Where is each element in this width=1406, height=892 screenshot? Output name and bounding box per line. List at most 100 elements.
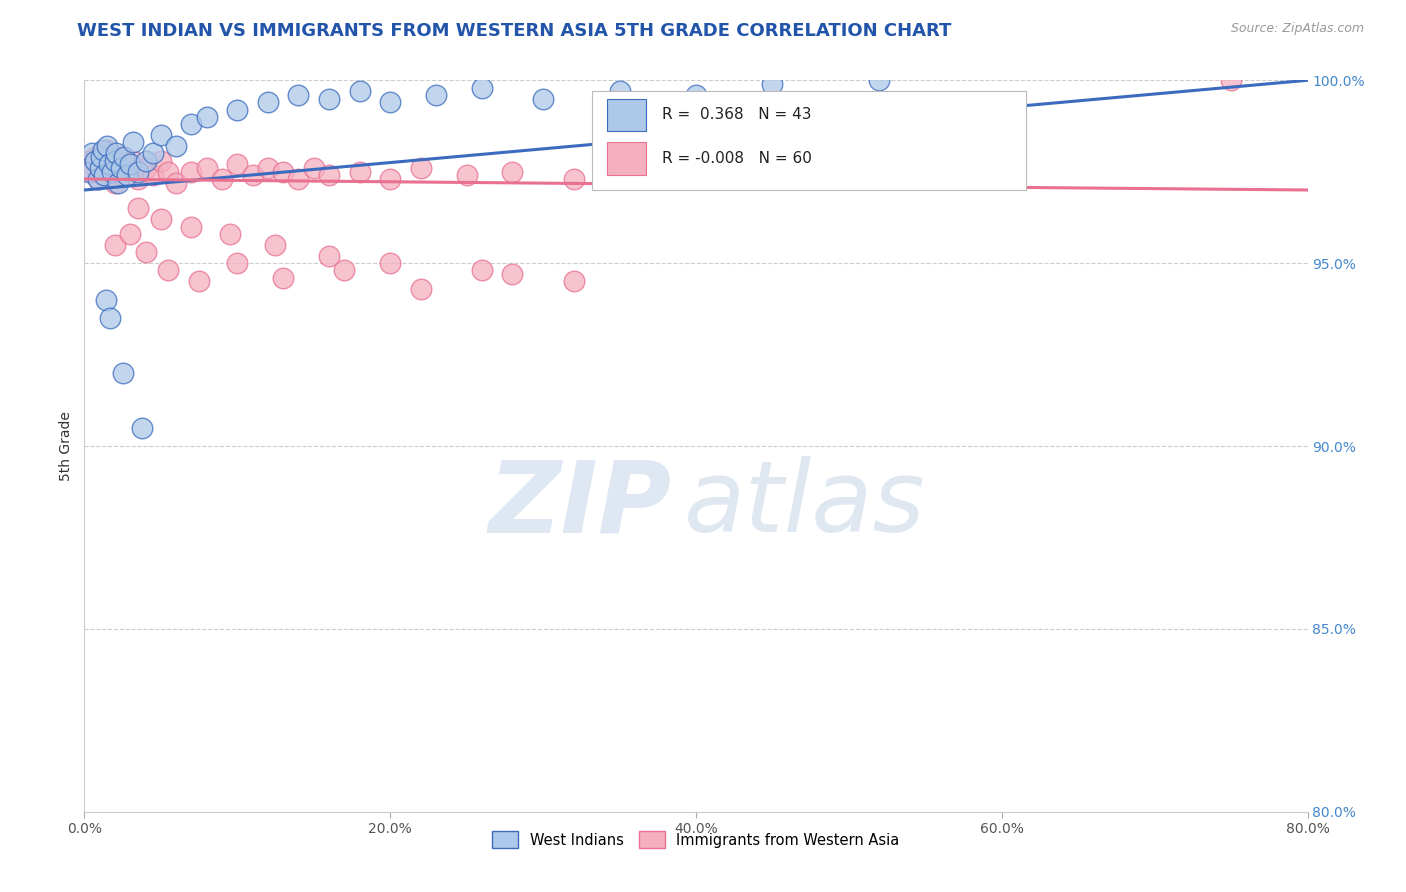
Point bbox=[90, 146, 112, 161]
Point bbox=[89, 161, 111, 175]
Point bbox=[77, 164, 100, 178]
Point bbox=[115, 169, 138, 183]
Point bbox=[869, 73, 891, 87]
Point bbox=[302, 161, 325, 175]
Point bbox=[380, 172, 402, 186]
Point bbox=[157, 263, 180, 277]
Point bbox=[409, 282, 432, 296]
Point bbox=[271, 164, 294, 178]
Point bbox=[188, 275, 211, 289]
Point bbox=[531, 92, 554, 106]
Point bbox=[127, 172, 149, 186]
Point bbox=[120, 227, 142, 241]
Point bbox=[122, 136, 145, 150]
Point bbox=[97, 157, 120, 171]
Point bbox=[93, 169, 115, 183]
Bar bbox=[606, 143, 645, 176]
Point bbox=[122, 153, 145, 168]
Point bbox=[502, 164, 524, 178]
Point bbox=[380, 256, 402, 270]
Point bbox=[242, 169, 264, 183]
Point bbox=[685, 87, 707, 102]
Point bbox=[226, 103, 249, 117]
Point bbox=[287, 172, 309, 186]
Point bbox=[131, 421, 153, 435]
Point bbox=[108, 150, 131, 164]
Point bbox=[456, 169, 478, 183]
Point bbox=[87, 172, 110, 186]
Point bbox=[111, 366, 134, 380]
Point bbox=[195, 161, 218, 175]
Point bbox=[211, 172, 233, 186]
Point bbox=[98, 311, 121, 326]
Point bbox=[142, 169, 165, 183]
Point bbox=[257, 161, 280, 175]
Point bbox=[112, 150, 135, 164]
Point bbox=[101, 153, 124, 168]
Point bbox=[135, 161, 157, 175]
Point bbox=[226, 157, 249, 171]
Point bbox=[257, 95, 280, 110]
Point bbox=[471, 263, 494, 277]
Point bbox=[98, 164, 121, 178]
Text: R =  0.368   N = 43: R = 0.368 N = 43 bbox=[662, 107, 811, 122]
Point bbox=[91, 143, 114, 157]
Point bbox=[94, 293, 117, 307]
Point bbox=[101, 164, 124, 178]
Point bbox=[349, 164, 371, 178]
Point bbox=[318, 249, 340, 263]
Point bbox=[333, 263, 356, 277]
Point bbox=[264, 238, 287, 252]
Legend: West Indians, Immigrants from Western Asia: West Indians, Immigrants from Western As… bbox=[485, 824, 907, 855]
Point bbox=[502, 267, 524, 281]
Point bbox=[165, 139, 187, 153]
Point bbox=[80, 146, 103, 161]
Point bbox=[104, 176, 127, 190]
Point bbox=[157, 164, 180, 178]
Point bbox=[94, 157, 117, 171]
Point bbox=[180, 164, 202, 178]
Point bbox=[87, 172, 110, 186]
Point bbox=[77, 153, 100, 168]
Text: R = -0.008   N = 60: R = -0.008 N = 60 bbox=[662, 151, 811, 166]
Point bbox=[1220, 73, 1243, 87]
FancyBboxPatch shape bbox=[592, 91, 1026, 190]
Point bbox=[226, 256, 249, 270]
Point bbox=[135, 245, 157, 260]
Point bbox=[120, 164, 142, 178]
Point bbox=[104, 238, 127, 252]
Point bbox=[104, 153, 127, 168]
Point bbox=[609, 84, 631, 98]
Point bbox=[318, 169, 340, 183]
Point bbox=[96, 143, 118, 157]
Point bbox=[218, 227, 240, 241]
Point bbox=[84, 153, 107, 168]
Point bbox=[149, 153, 172, 168]
Y-axis label: 5th Grade: 5th Grade bbox=[59, 411, 73, 481]
Point bbox=[89, 161, 111, 175]
Text: Source: ZipAtlas.com: Source: ZipAtlas.com bbox=[1230, 22, 1364, 36]
Point bbox=[562, 275, 585, 289]
Point bbox=[380, 95, 402, 110]
Point bbox=[271, 270, 294, 285]
Point bbox=[562, 172, 585, 186]
Point bbox=[84, 150, 107, 164]
Point bbox=[114, 157, 136, 171]
Point bbox=[180, 219, 202, 234]
Point bbox=[127, 164, 149, 178]
Point bbox=[91, 169, 114, 183]
Point bbox=[318, 92, 340, 106]
Point bbox=[149, 212, 172, 227]
Point bbox=[149, 128, 172, 143]
Point bbox=[425, 87, 447, 102]
Point bbox=[90, 150, 112, 164]
Point bbox=[105, 161, 128, 175]
Point bbox=[142, 146, 165, 161]
Bar bbox=[606, 99, 645, 131]
Point bbox=[80, 164, 103, 178]
Point bbox=[409, 161, 432, 175]
Point bbox=[471, 80, 494, 95]
Point bbox=[127, 202, 149, 216]
Point bbox=[761, 77, 783, 91]
Point bbox=[107, 176, 129, 190]
